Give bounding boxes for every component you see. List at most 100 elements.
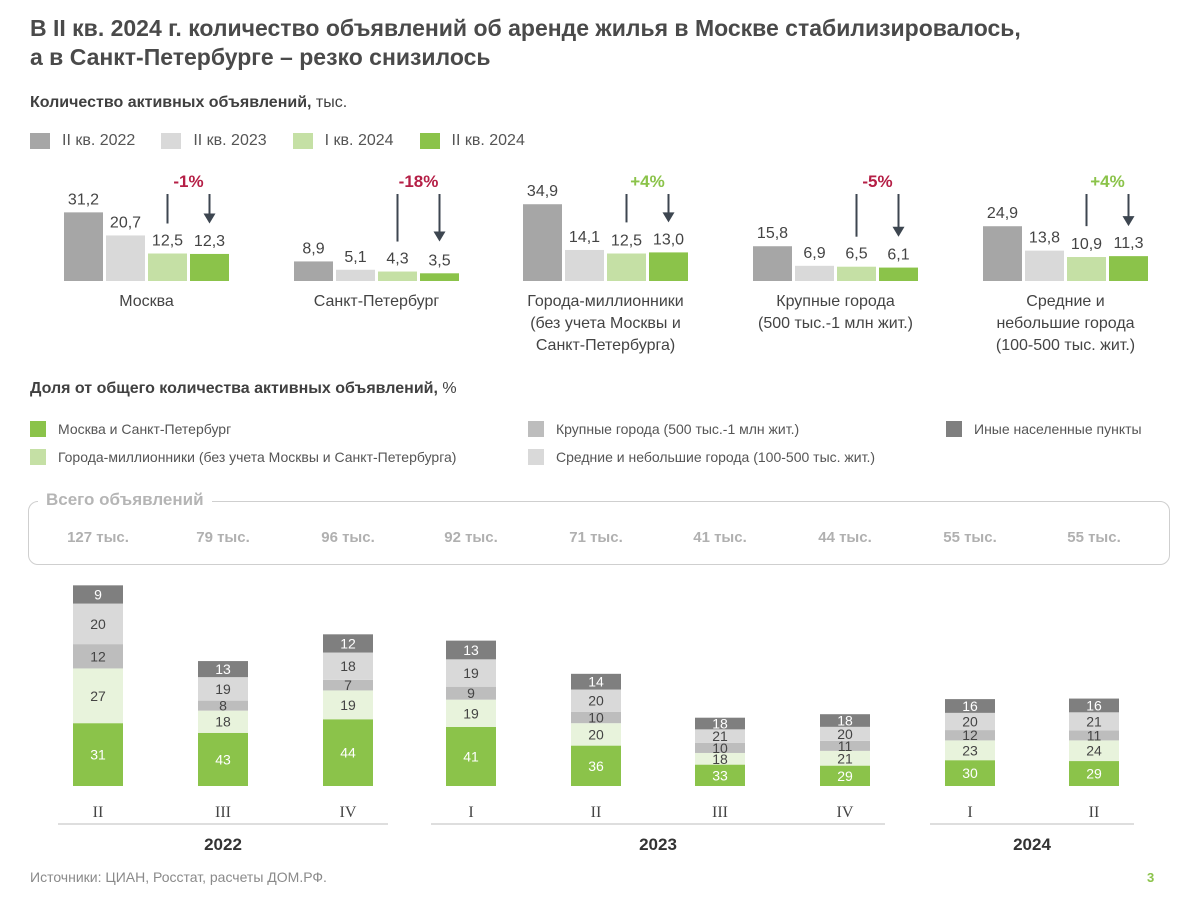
bar-value-label: 6,1 [887,247,909,264]
segment-value-label: 12 [90,648,106,664]
segment-value-label: 41 [463,748,479,764]
segment-value-label: 10 [712,740,728,756]
stacked-bar-chart: 127 тыс. 79 тыс. 96 тыс. 92 тыс. 71 тыс. 41 т… [58,529,1134,854]
segment-value-label: 9 [467,685,475,701]
bar-segment [945,699,995,713]
bar-segment [945,712,995,731]
segment-value-label: 12 [340,635,356,651]
bar [1025,250,1064,281]
grouped-bar-chart: 31,2 20,7 12,5 12,3 -1% Москва 8,9 5,1 4,3 3,5 -18… [64,172,1148,354]
bar-value-label: 31,2 [68,191,99,208]
legend-swatch [528,449,544,465]
legend-label: Москва и Санкт-Петербург [58,421,232,437]
segment-value-label: 31 [90,747,106,763]
year-label: 2023 [639,835,677,854]
segment-value-label: 20 [962,713,978,729]
legend-label: II кв. 2024 [451,132,525,149]
section1-unit: тыс. [311,94,348,111]
legend-swatch [161,133,182,149]
segment-value-label: 8 [219,698,227,714]
segment-value-label: 30 [962,765,978,781]
bar [649,252,688,281]
bar-segment [1069,740,1119,762]
segment-value-label: 9 [94,586,102,602]
quarter-label: I [468,804,473,821]
total-value: 41 тыс. [693,529,747,546]
bar-value-label: 14,1 [569,229,600,246]
legend-swatch [419,133,440,149]
bar-segment [198,732,248,786]
bar-value-label: 4,3 [386,251,408,268]
bar-segment [198,710,248,733]
bar-segment [820,714,870,727]
bar-value-label: 3,5 [428,252,450,269]
stacked-bar: 41 19 9 19 13 [446,640,496,786]
legend-item-q2-2022: II кв. 2022 [30,132,135,150]
bar-segment [820,726,870,741]
bar-segment [1069,761,1119,786]
bar-segment [73,668,123,724]
segment-value-label: 18 [340,658,356,674]
segment-value-label: 14 [588,674,604,690]
page-title: В II кв. 2024 г. количество объявлений о… [30,14,1170,72]
bar-segment [198,700,248,711]
change-label: -1% [173,172,203,191]
legend-item-q2-2023: II кв. 2023 [161,132,267,150]
section1-title: Количество активных объявлений, тыс. [30,94,347,112]
category-label: (500 тыс.-1 млн жит.) [758,315,913,332]
segment-value-label: 10 [588,710,604,726]
category-label: (100-500 тыс. жит.) [996,337,1135,354]
bar [106,235,145,281]
segment-value-label: 43 [215,751,231,767]
change-label: -18% [399,172,439,191]
segment-value-label: 13 [215,661,231,677]
bar-segment [695,764,745,786]
arrow-down-icon [892,226,905,237]
section2-title-text: Доля от общего количества активных объяв… [30,380,438,397]
bar-segment [820,750,870,766]
quarter-label: IV [837,804,854,821]
bar [983,226,1022,281]
total-value: 127 тыс. [67,529,129,546]
bar-segment [695,729,745,743]
segment-value-label: 23 [962,742,978,758]
bar [879,267,918,281]
segment-value-label: 19 [463,665,479,681]
legend-label: II кв. 2022 [62,132,136,149]
bar-value-label: 20,7 [110,214,141,231]
bar [420,273,459,281]
segment-value-label: 19 [340,697,356,713]
bar-segment [945,760,995,786]
bar-segment [571,745,621,786]
bar-segment [446,659,496,687]
bar-segment [571,673,621,690]
category-label: Санкт-Петербурга) [536,337,675,354]
segment-value-label: 29 [837,768,853,784]
quarter-label: II [1089,804,1100,821]
bar [294,261,333,281]
bar-segment [1069,712,1119,731]
bar-segment [695,742,745,753]
bar-segment [945,730,995,741]
segment-value-label: 20 [588,693,604,709]
bar-group: 15,8 6,9 6,5 6,1 -5% Крупные города (500 тыс.-… [753,172,918,332]
bar-segment [1069,698,1119,713]
bar [378,271,417,281]
year-label: 2024 [1013,835,1051,854]
segment-value-label: 27 [90,688,106,704]
bar-segment [73,644,123,669]
totals-box [28,501,1170,565]
legend-item-medium-small: Средние и небольшие города (100-500 тыс.… [528,449,875,465]
bar-segment [73,723,123,786]
bar-segment [446,686,496,700]
legend-swatch [528,421,544,437]
legend-label: Иные населенные пункты [974,421,1142,437]
bar [148,253,187,281]
total-value: 79 тыс. [196,529,250,546]
segment-value-label: 20 [588,726,604,742]
